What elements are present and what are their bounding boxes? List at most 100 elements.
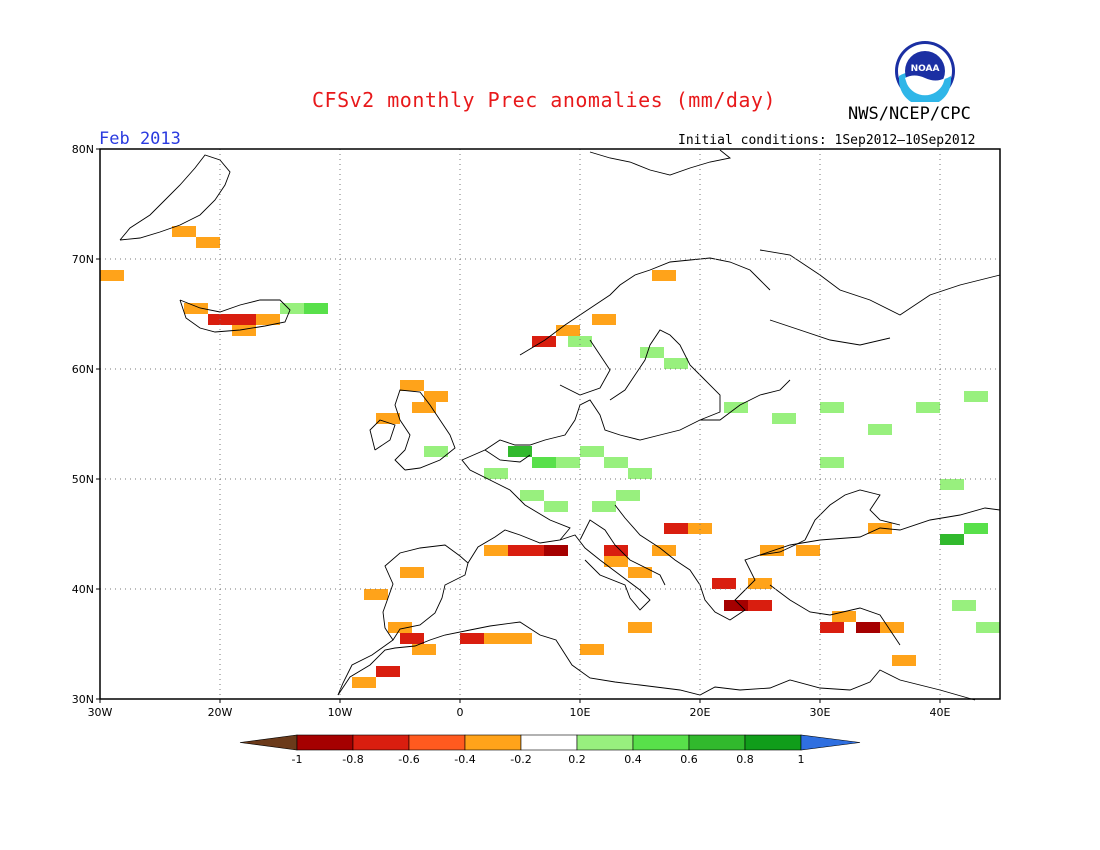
coast-italy: [559, 519, 666, 611]
anomaly-cell: [196, 237, 220, 248]
anomaly-cell: [508, 446, 532, 457]
anomaly-cell: [364, 589, 388, 600]
logo-text: NOAA: [911, 64, 940, 74]
anomaly-cell: [664, 358, 688, 369]
anomaly-cell: [976, 622, 1000, 633]
lat-tick-label: 50N: [72, 473, 94, 486]
colorbar-swatch: [576, 734, 634, 751]
grid-lines: [100, 149, 1000, 699]
anomaly-cell: [304, 303, 328, 314]
anomaly-cell: [532, 457, 556, 468]
lon-tick-label: 10E: [570, 706, 591, 719]
coast-turkey: [759, 507, 1001, 646]
anomaly-cell: [604, 545, 628, 556]
colorbar-label: 0.6: [680, 753, 698, 766]
lon-tick-label: 20W: [208, 706, 233, 719]
anomaly-cell: [508, 633, 532, 644]
colorbar-swatch: [408, 734, 466, 751]
lon-tick-label: 0: [457, 706, 464, 719]
anomaly-cell: [508, 545, 532, 556]
anomaly-cell: [724, 600, 748, 611]
colorbar-swatch: [520, 734, 578, 751]
anomaly-cell: [628, 567, 652, 578]
coast-france: [461, 449, 571, 564]
anomaly-cell: [880, 622, 904, 633]
colorbar-swatch: [688, 734, 746, 751]
anomaly-cell: [352, 677, 376, 688]
lon-tick-label: 30E: [810, 706, 831, 719]
anomaly-cell: [172, 226, 196, 237]
anomaly-cell: [628, 622, 652, 633]
anomaly-cell: [820, 622, 844, 633]
anomaly-cell: [604, 556, 628, 567]
anomaly-cell: [664, 523, 688, 534]
anomaly-cell: [964, 523, 988, 534]
anomaly-cell: [820, 402, 844, 413]
anomaly-cell: [748, 600, 772, 611]
coast-scandinavia: [519, 257, 771, 396]
anomaly-cell: [616, 490, 640, 501]
anomaly-cell: [520, 490, 544, 501]
anomaly-cell: [796, 545, 820, 556]
anomaly-cell: [412, 644, 436, 655]
colorbar-label: 1: [798, 753, 805, 766]
anomaly-cell: [412, 402, 436, 413]
coast-lowcountries: [484, 399, 621, 451]
lon-tick-label: 10W: [328, 706, 353, 719]
lat-tick-label: 80N: [72, 143, 94, 156]
colorbar-arrow-low: [239, 734, 298, 751]
anomaly-cell: [280, 303, 304, 314]
lon-tick-label: 30W: [88, 706, 113, 719]
coastlines: [119, 149, 1001, 701]
anomaly-cell: [652, 270, 676, 281]
lon-tick-label: 40E: [930, 706, 951, 719]
valid-month-label: Feb 2013: [99, 129, 181, 149]
anomaly-cell: [952, 600, 976, 611]
coast-iberia: [337, 544, 469, 696]
coast-africa-n: [337, 621, 976, 701]
lat-tick-label: 70N: [72, 253, 94, 266]
coast-balkans: [614, 504, 806, 621]
anomaly-cell: [940, 534, 964, 545]
anomaly-cell: [580, 644, 604, 655]
anomaly-cell: [568, 336, 592, 347]
anomaly-cell: [892, 655, 916, 666]
colorbar: -1 -0.8 -0.6 -0.4 -0.2 0.2 0.4 0.6 0.8 1: [239, 734, 861, 766]
lat-tick-label: 30N: [72, 693, 94, 706]
anomaly-cell: [184, 303, 208, 314]
anomaly-cell: [376, 666, 400, 677]
initial-conditions-label: Initial conditions: 1Sep2012–10Sep2012: [678, 133, 976, 148]
anomaly-cell: [760, 545, 784, 556]
colorbar-swatch: [464, 734, 522, 751]
anomaly-cell: [400, 380, 424, 391]
coast-greenland: [119, 154, 231, 241]
lat-tick-label: 60N: [72, 363, 94, 376]
colorbar-label: -0.8: [342, 753, 363, 766]
anomaly-cell: [232, 314, 256, 325]
lon-tick-label: 20E: [690, 706, 711, 719]
anomaly-cell: [592, 314, 616, 325]
anomaly-cell: [100, 270, 124, 281]
map-title: CFSv2 monthly Prec anomalies (mm/day): [312, 88, 777, 112]
anomaly-cell: [400, 633, 424, 644]
agency-label: NWS/NCEP/CPC: [848, 104, 971, 124]
anomaly-cell: [940, 479, 964, 490]
anomaly-cell: [628, 468, 652, 479]
colorbar-swatch: [632, 734, 690, 751]
colorbar-swatch: [352, 734, 410, 751]
anomaly-cell: [832, 611, 856, 622]
anomaly-cell: [868, 424, 892, 435]
anomaly-cell: [556, 457, 580, 468]
anomaly-cell: [484, 545, 508, 556]
anomaly-cell: [856, 622, 880, 633]
anomaly-cell: [688, 523, 712, 534]
anomaly-cell: [400, 567, 424, 578]
colorbar-label: -0.2: [510, 753, 531, 766]
anomaly-cell: [544, 545, 568, 556]
anomaly-cell: [748, 578, 772, 589]
anomaly-cell: [868, 523, 892, 534]
colorbar-label: -0.4: [454, 753, 475, 766]
anomaly-cell: [256, 314, 280, 325]
colorbar-label: -0.6: [398, 753, 419, 766]
